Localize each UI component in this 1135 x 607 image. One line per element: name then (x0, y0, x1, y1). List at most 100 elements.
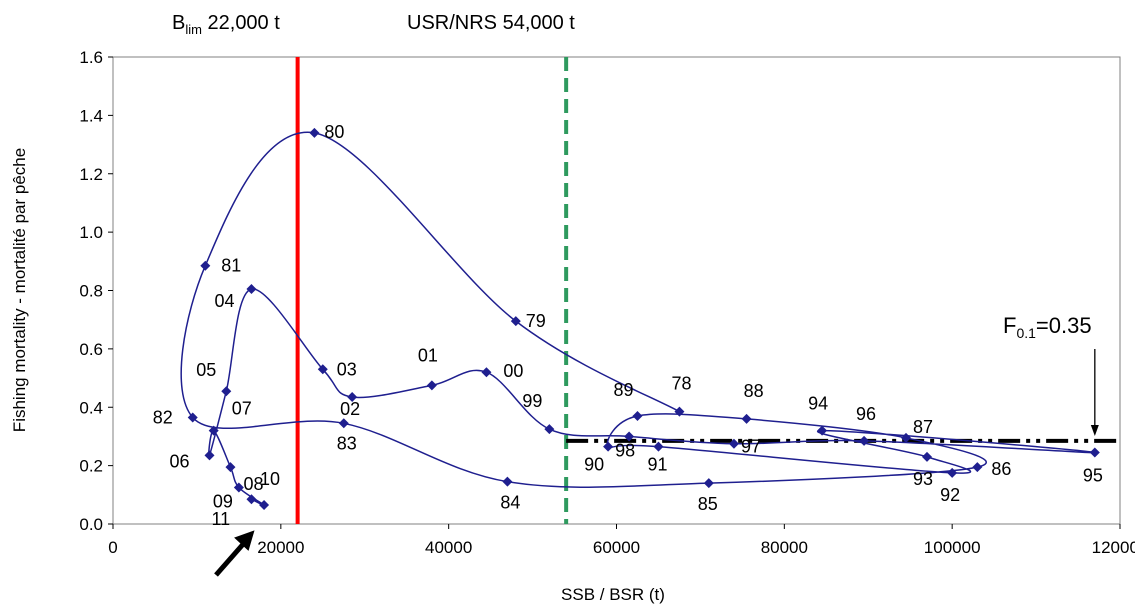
y-tick-label: 0.4 (79, 398, 103, 417)
data-point-03 (317, 364, 328, 375)
point-label-98: 98 (615, 440, 635, 460)
data-point-95 (1089, 447, 1100, 458)
y-axis-title: Fishing mortality - mortalité par pêche (10, 148, 29, 432)
annotations (214, 349, 1099, 577)
point-label-99: 99 (522, 391, 542, 411)
data-point-85 (703, 478, 714, 489)
data-point-82 (187, 412, 198, 423)
data-point-84 (502, 476, 513, 487)
data-point-04 (246, 284, 257, 295)
point-label-07: 07 (232, 399, 252, 419)
point-label-80: 80 (324, 122, 344, 142)
data-point-81 (200, 260, 211, 271)
f01-label-rest: =0.35 (1036, 313, 1092, 338)
point-label-97: 97 (741, 437, 761, 457)
y-tick-label: 0.2 (79, 457, 103, 476)
point-label-84: 84 (500, 493, 520, 513)
x-axis-title: SSB / BSR (t) (561, 585, 665, 604)
point-label-81: 81 (221, 256, 241, 276)
blim-label-rest: 22,000 t (202, 12, 280, 34)
f01-arrow-head (1090, 425, 1099, 436)
data-point-10 (259, 500, 270, 511)
data-point-02 (347, 392, 358, 403)
f01-label: F0.1=0.35 (1003, 313, 1092, 341)
y-tick-label: 0.6 (79, 340, 103, 359)
x-tick-label: 100000 (924, 538, 981, 557)
point-label-08: 08 (243, 474, 263, 494)
point-label-10: 10 (260, 469, 280, 489)
point-label-02: 02 (340, 399, 360, 419)
data-point-01 (426, 380, 437, 391)
f01-label-sub: 0.1 (1016, 325, 1036, 341)
point-label-96: 96 (856, 404, 876, 424)
point-label-85: 85 (698, 494, 718, 514)
x-tick-label: 0 (108, 538, 117, 557)
data-point-11 (246, 494, 257, 505)
point-label-04: 04 (214, 291, 234, 311)
reference-lines (295, 57, 1120, 524)
data-point-09 (233, 482, 244, 493)
data-point-92 (947, 467, 958, 478)
f01-label-main: F (1003, 313, 1016, 338)
point-label-00: 00 (503, 361, 523, 381)
x-tick-label: 60000 (593, 538, 640, 557)
blim-label-main: B (172, 12, 185, 34)
data-point-86 (972, 462, 983, 473)
data-point-06 (204, 450, 215, 461)
trajectory (180, 131, 1096, 507)
data-point-79 (510, 316, 521, 327)
point-label-03: 03 (337, 359, 357, 379)
data-point-93 (921, 451, 932, 462)
point-label-06: 06 (170, 451, 190, 471)
point-label-79: 79 (526, 311, 546, 331)
usr-label: USR/NRS 54,000 t (407, 12, 575, 34)
x-tick-label: 40000 (425, 538, 472, 557)
data-point-99 (544, 424, 555, 435)
y-tick-label: 0.0 (79, 515, 103, 534)
data-point-83 (338, 418, 349, 429)
y-tick-label: 1.6 (79, 48, 103, 67)
blim-label-sub: lim (185, 22, 202, 37)
point-label-88: 88 (744, 381, 764, 401)
latest-year-arrow-shaft (214, 540, 247, 577)
point-label-11: 11 (211, 509, 230, 529)
point-label-05: 05 (196, 360, 216, 380)
point-label-94: 94 (808, 394, 828, 414)
data-point-94 (817, 425, 828, 436)
data-point-05 (221, 386, 232, 397)
data-point-00 (481, 367, 492, 378)
data-point-90 (603, 441, 614, 452)
x-tick-label: 20000 (257, 538, 304, 557)
data-point-07 (208, 425, 219, 436)
data-point-97 (728, 438, 739, 449)
point-label-89: 89 (613, 380, 633, 400)
point-label-01: 01 (418, 345, 438, 365)
trajectory-line (180, 131, 1096, 507)
y-tick-label: 1.2 (79, 165, 103, 184)
data-point-98 (624, 431, 635, 442)
point-label-93: 93 (913, 469, 933, 489)
point-label-78: 78 (671, 374, 691, 394)
point-label-92: 92 (940, 485, 960, 505)
blim-label: Blim 22,000 t (172, 12, 280, 37)
data-point-78 (674, 406, 685, 417)
point-label-90: 90 (584, 455, 604, 475)
point-label-87: 87 (913, 417, 933, 437)
data-point-88 (741, 413, 752, 424)
point-label-09: 09 (213, 492, 233, 512)
y-tick-label: 1.4 (79, 106, 103, 125)
data-point-87 (901, 432, 912, 443)
y-tick-label: 1.0 (79, 223, 103, 242)
data-point-91 (653, 441, 664, 452)
point-label-82: 82 (153, 407, 173, 427)
point-label-95: 95 (1083, 465, 1103, 485)
point-label-86: 86 (991, 459, 1011, 479)
x-tick-label: 80000 (761, 538, 808, 557)
point-label-83: 83 (337, 433, 357, 453)
data-point-08 (225, 462, 236, 473)
data-point-89 (632, 411, 643, 422)
point-label-91: 91 (647, 455, 667, 475)
x-tick-label: 120000 (1092, 538, 1135, 557)
data-point-80 (309, 127, 320, 138)
